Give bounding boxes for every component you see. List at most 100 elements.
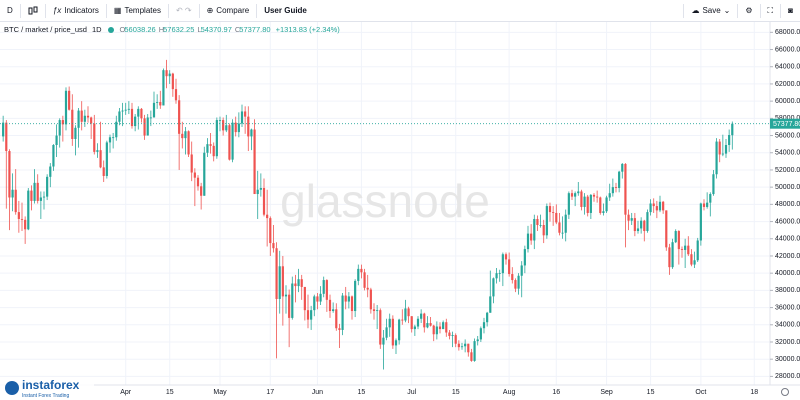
settings-icon[interactable] bbox=[781, 388, 789, 396]
icon[interactable]: ⛶ bbox=[767, 5, 774, 15]
interval[interactable]: D bbox=[7, 6, 13, 15]
candle-body bbox=[55, 135, 58, 146]
candle-body bbox=[316, 296, 319, 302]
candle-body bbox=[526, 233, 530, 250]
candle-body bbox=[476, 339, 479, 342]
snapshot-button[interactable]: ◙ bbox=[781, 4, 800, 18]
candle-body bbox=[152, 102, 156, 118]
indicators[interactable]: Indicators bbox=[64, 6, 99, 15]
candle-body bbox=[706, 202, 709, 207]
candle-body bbox=[360, 268, 363, 273]
candle-body bbox=[288, 294, 291, 318]
candle-body bbox=[284, 294, 288, 297]
candle-body bbox=[297, 279, 300, 287]
save[interactable]: Save bbox=[702, 6, 721, 15]
candle-body bbox=[451, 335, 454, 336]
candle-body bbox=[699, 203, 702, 241]
candle-body bbox=[517, 275, 520, 289]
candle-body bbox=[684, 245, 687, 250]
candle-body bbox=[74, 127, 77, 139]
candle-body bbox=[605, 197, 608, 212]
candle-body bbox=[394, 340, 398, 346]
undo-redo[interactable]: ↶ ↷ bbox=[169, 3, 200, 18]
x-tick-label: Apr bbox=[120, 389, 132, 396]
templates[interactable]: Templates bbox=[124, 6, 161, 15]
candle-body bbox=[115, 121, 118, 138]
candle-body bbox=[366, 287, 369, 290]
candle-body bbox=[618, 171, 621, 189]
candle-body bbox=[256, 189, 259, 195]
candle-body bbox=[300, 279, 303, 287]
ohlc-item: L54370.97 bbox=[197, 25, 231, 34]
candle-body bbox=[376, 310, 379, 312]
icon: ☁ bbox=[691, 6, 700, 15]
candle-body bbox=[102, 167, 105, 176]
candle-body bbox=[724, 145, 728, 154]
candle-body bbox=[495, 273, 498, 279]
user-guide-button[interactable]: User Guide bbox=[257, 4, 314, 18]
candle-body bbox=[448, 332, 451, 336]
candle-body bbox=[460, 346, 464, 348]
candle-body bbox=[542, 225, 545, 236]
candle-body bbox=[278, 266, 281, 299]
save-button[interactable]: ☁ Save ⌄ bbox=[683, 3, 739, 18]
compare-button[interactable]: ⊕ Compare bbox=[200, 3, 258, 18]
candle-body bbox=[14, 189, 17, 213]
candle-body bbox=[580, 191, 583, 207]
x-tick-label: Sep bbox=[600, 389, 613, 396]
user-guide[interactable]: User Guide bbox=[264, 6, 307, 15]
templates-button[interactable]: ▦ Templates bbox=[107, 3, 169, 18]
icon bbox=[28, 7, 33, 14]
candle-body bbox=[482, 322, 486, 329]
toolbar-right: ☁ Save ⌄ ⚙ ⛶ ◙ bbox=[683, 3, 800, 18]
fullscreen-button[interactable]: ⛶ bbox=[761, 3, 782, 18]
candle-body bbox=[8, 151, 11, 198]
compare[interactable]: Compare bbox=[216, 6, 250, 15]
candle-body bbox=[652, 203, 655, 207]
candle-body bbox=[196, 177, 200, 187]
axes: 28000.00 30000.00 32000.00 34000.00 36000.00… bbox=[120, 29, 800, 396]
candle-body bbox=[325, 280, 328, 300]
y-tick-label: 42000.00 bbox=[775, 253, 800, 260]
candle-body bbox=[583, 196, 586, 207]
candle-body bbox=[520, 265, 523, 276]
icon[interactable]: ◙ bbox=[788, 6, 793, 15]
icon[interactable]: ↶ ↷ bbox=[175, 6, 192, 15]
candle-body bbox=[728, 134, 731, 146]
candle-body bbox=[294, 283, 297, 287]
candle-body bbox=[338, 328, 341, 330]
ohlc-key: H bbox=[158, 25, 165, 34]
settings-button[interactable]: ⚙ bbox=[738, 3, 761, 18]
candle-body bbox=[259, 188, 262, 190]
ohlc-item: C57377.80 bbox=[235, 25, 271, 34]
candle-body bbox=[658, 201, 662, 211]
y-tick-label: 30000.00 bbox=[775, 356, 800, 363]
candle-body bbox=[426, 323, 429, 328]
candles bbox=[0, 59, 770, 370]
candle-body bbox=[693, 260, 696, 265]
logo-name: instaforex bbox=[22, 378, 80, 392]
candle-body bbox=[178, 100, 181, 134]
logo-icon bbox=[5, 381, 19, 395]
candle-body bbox=[228, 125, 231, 160]
candle-body bbox=[149, 117, 152, 119]
y-tick-label: 46000.00 bbox=[775, 218, 800, 225]
candle-body bbox=[602, 211, 605, 213]
candle-body bbox=[564, 214, 567, 233]
candle-body bbox=[209, 144, 212, 146]
candle-body bbox=[42, 196, 46, 198]
candle-body bbox=[33, 182, 36, 201]
interval-button[interactable]: D bbox=[0, 3, 21, 18]
candle-body bbox=[328, 299, 332, 312]
ohlc-key: O bbox=[119, 25, 126, 34]
candle-body bbox=[464, 343, 467, 347]
candle-body bbox=[501, 254, 504, 274]
chart-type-button[interactable] bbox=[21, 3, 46, 18]
candle-body bbox=[24, 219, 27, 230]
indicators-button[interactable]: ƒx Indicators bbox=[46, 3, 107, 18]
icon[interactable]: ⚙ bbox=[745, 6, 753, 15]
candle-body bbox=[454, 335, 457, 344]
candle-body bbox=[545, 206, 548, 236]
settings-gear[interactable] bbox=[781, 388, 789, 396]
candle-body bbox=[168, 73, 171, 77]
